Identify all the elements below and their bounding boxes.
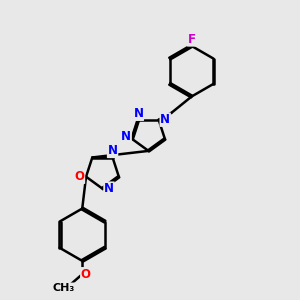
Text: N: N: [108, 144, 118, 158]
Text: N: N: [121, 130, 131, 142]
Text: O: O: [74, 170, 85, 183]
Text: O: O: [81, 268, 91, 281]
Text: N: N: [104, 182, 114, 195]
Text: N: N: [134, 107, 143, 120]
Text: CH₃: CH₃: [53, 283, 75, 293]
Text: F: F: [188, 33, 196, 46]
Text: N: N: [160, 113, 170, 126]
